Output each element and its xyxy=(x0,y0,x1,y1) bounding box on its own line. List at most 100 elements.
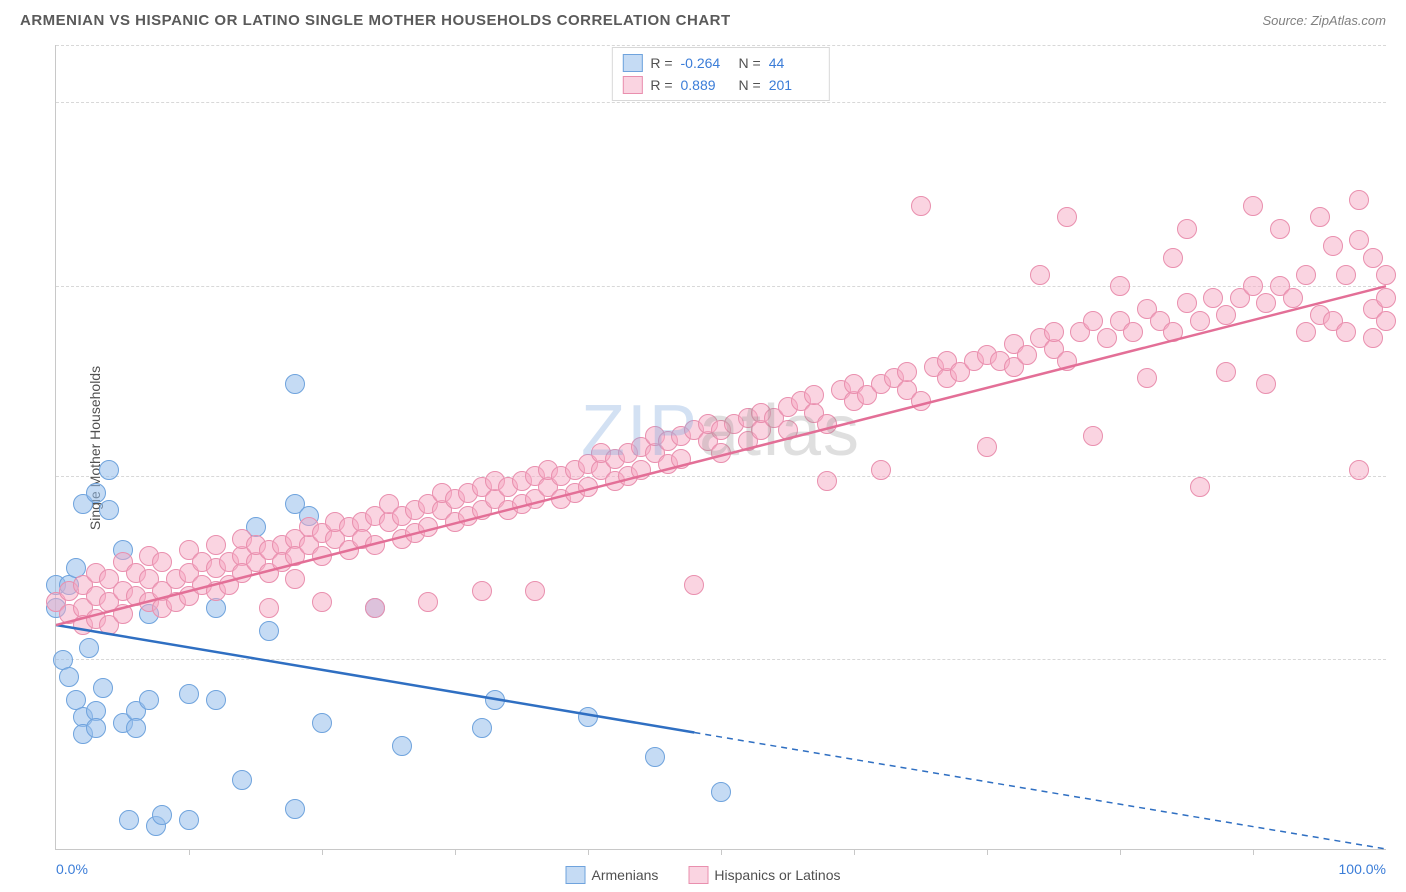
data-point-armenians xyxy=(152,805,172,825)
data-point-armenians xyxy=(285,799,305,819)
data-point-armenians xyxy=(99,500,119,520)
data-point-armenians xyxy=(711,782,731,802)
trendline-armenians-dashed xyxy=(694,733,1386,849)
data-point-hispanics xyxy=(817,414,837,434)
data-point-hispanics xyxy=(1163,248,1183,268)
data-point-hispanics xyxy=(817,471,837,491)
data-point-armenians xyxy=(472,718,492,738)
data-point-hispanics xyxy=(1190,311,1210,331)
data-point-hispanics xyxy=(312,546,332,566)
data-point-hispanics xyxy=(1216,362,1236,382)
plot-region: ZIPatlas 5.3%8.5%11.8%15.0%0.0%100.0% xyxy=(55,45,1386,850)
data-point-hispanics xyxy=(1203,288,1223,308)
data-point-hispanics xyxy=(1349,190,1369,210)
gridline xyxy=(56,476,1386,477)
data-point-hispanics xyxy=(804,385,824,405)
data-point-armenians xyxy=(126,718,146,738)
data-point-hispanics xyxy=(418,592,438,612)
data-point-armenians xyxy=(179,810,199,830)
data-point-hispanics xyxy=(1177,219,1197,239)
x-tick xyxy=(721,849,722,855)
data-point-hispanics xyxy=(472,581,492,601)
data-point-hispanics xyxy=(1030,265,1050,285)
data-point-armenians xyxy=(59,667,79,687)
data-point-hispanics xyxy=(1376,265,1396,285)
data-point-armenians xyxy=(259,621,279,641)
data-point-armenians xyxy=(645,747,665,767)
trendline-armenians xyxy=(56,625,694,733)
data-point-hispanics xyxy=(525,581,545,601)
data-point-hispanics xyxy=(631,460,651,480)
data-point-armenians xyxy=(99,460,119,480)
legend-row-armenians: R = -0.264 N = 44 xyxy=(622,52,818,74)
data-point-armenians xyxy=(86,718,106,738)
y-tick-label: 11.8% xyxy=(1396,278,1406,294)
legend-series: Armenians Hispanics or Latinos xyxy=(566,866,841,884)
chart-header: ARMENIAN VS HISPANIC OR LATINO SINGLE MO… xyxy=(0,0,1406,39)
data-point-armenians xyxy=(79,638,99,658)
data-point-hispanics xyxy=(1270,219,1290,239)
data-point-hispanics xyxy=(1363,328,1383,348)
y-tick-label: 15.0% xyxy=(1396,94,1406,110)
gridline xyxy=(56,286,1386,287)
data-point-hispanics xyxy=(1376,288,1396,308)
legend-row-hispanics: R = 0.889 N = 201 xyxy=(622,74,818,96)
data-point-armenians xyxy=(485,690,505,710)
x-tick xyxy=(854,849,855,855)
data-point-hispanics xyxy=(1256,293,1276,313)
data-point-hispanics xyxy=(1057,207,1077,227)
gridline xyxy=(56,45,1386,46)
data-point-hispanics xyxy=(1296,265,1316,285)
data-point-hispanics xyxy=(365,598,385,618)
source-link[interactable]: ZipAtlas.com xyxy=(1311,13,1386,28)
data-point-hispanics xyxy=(285,569,305,589)
data-point-hispanics xyxy=(1083,426,1103,446)
data-point-hispanics xyxy=(1177,293,1197,313)
data-point-armenians xyxy=(86,483,106,503)
data-point-hispanics xyxy=(578,477,598,497)
chart-source: Source: ZipAtlas.com xyxy=(1262,13,1386,28)
x-tick xyxy=(1120,849,1121,855)
data-point-hispanics xyxy=(897,362,917,382)
data-point-armenians xyxy=(206,598,226,618)
chart-title: ARMENIAN VS HISPANIC OR LATINO SINGLE MO… xyxy=(20,12,731,29)
chart-area: Single Mother Households ZIPatlas 5.3%8.… xyxy=(55,45,1386,850)
n-value-armenians: 44 xyxy=(769,52,819,74)
r-value-hispanics: 0.889 xyxy=(681,74,731,96)
data-point-hispanics xyxy=(1296,322,1316,342)
r-value-armenians: -0.264 xyxy=(681,52,731,74)
data-point-armenians xyxy=(206,690,226,710)
swatch-hispanics-icon xyxy=(688,866,708,884)
data-point-hispanics xyxy=(1310,207,1330,227)
data-point-armenians xyxy=(93,678,113,698)
data-point-armenians xyxy=(232,770,252,790)
data-point-hispanics xyxy=(1283,288,1303,308)
data-point-hispanics xyxy=(671,449,691,469)
data-point-hispanics xyxy=(152,552,172,572)
data-point-armenians xyxy=(139,690,159,710)
y-tick-label: 5.3% xyxy=(1396,651,1406,667)
data-point-armenians xyxy=(285,374,305,394)
data-point-hispanics xyxy=(365,535,385,555)
legend-item-hispanics: Hispanics or Latinos xyxy=(688,866,840,884)
y-tick-label: 8.5% xyxy=(1396,468,1406,484)
data-point-hispanics xyxy=(1057,351,1077,371)
data-point-hispanics xyxy=(1163,322,1183,342)
x-tick xyxy=(987,849,988,855)
data-point-hispanics xyxy=(1190,477,1210,497)
x-tick-label: 100.0% xyxy=(1339,861,1386,877)
data-point-hispanics xyxy=(206,535,226,555)
data-point-hispanics xyxy=(1349,230,1369,250)
data-point-hispanics xyxy=(977,437,997,457)
data-point-hispanics xyxy=(1044,322,1064,342)
legend-item-armenians: Armenians xyxy=(566,866,659,884)
data-point-hispanics xyxy=(312,592,332,612)
data-point-hispanics xyxy=(1110,276,1130,296)
data-point-hispanics xyxy=(911,196,931,216)
x-tick xyxy=(189,849,190,855)
data-point-hispanics xyxy=(1097,328,1117,348)
data-point-hispanics xyxy=(1017,345,1037,365)
legend-statistics: R = -0.264 N = 44 R = 0.889 N = 201 xyxy=(611,47,829,101)
data-point-armenians xyxy=(392,736,412,756)
gridline xyxy=(56,659,1386,660)
